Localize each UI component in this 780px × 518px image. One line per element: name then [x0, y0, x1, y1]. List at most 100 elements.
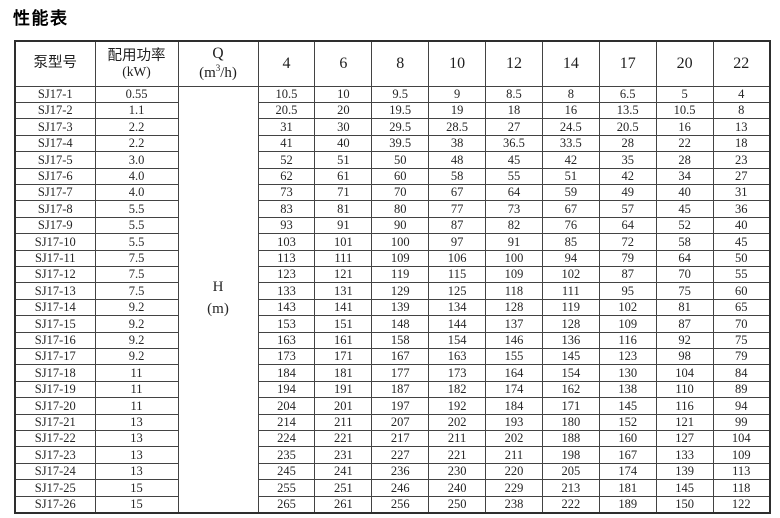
col-header-power: 配用功率 (kW) — [94, 40, 179, 87]
head-value-cell: 104 — [655, 364, 714, 382]
head-value-cell: 8 — [541, 85, 600, 103]
head-value-cell: 109 — [485, 265, 543, 284]
head-value-cell: 6.5 — [598, 85, 657, 103]
head-value-cell: 137 — [485, 315, 543, 333]
head-value-cell: 141 — [314, 298, 373, 317]
head-value-cell: 111 — [541, 282, 600, 300]
head-value-cell: 13.5 — [598, 101, 657, 120]
head-value-cell: 10.5 — [257, 85, 316, 103]
head-value-cell: 245 — [257, 462, 316, 481]
head-value-cell: 211 — [485, 446, 543, 464]
head-value-cell: 227 — [371, 446, 430, 464]
head-value-cell: 49 — [598, 183, 657, 202]
head-value-cell: 230 — [428, 462, 486, 481]
model-cell: SJ17-22 — [14, 430, 96, 448]
head-value-cell: 222 — [541, 495, 600, 514]
head-value-cell: 27 — [712, 167, 771, 185]
head-value-cell: 119 — [371, 265, 430, 284]
head-value-cell: 207 — [371, 413, 430, 432]
model-cell: SJ17-12 — [14, 265, 96, 284]
head-value-cell: 10 — [314, 85, 373, 103]
head-value-cell: 164 — [485, 364, 543, 382]
head-value-cell: 36 — [712, 200, 771, 218]
head-value-cell: 182 — [428, 380, 486, 399]
head-value-cell: 77 — [428, 200, 486, 218]
model-cell: SJ17-2 — [14, 101, 96, 120]
model-cell: SJ17-17 — [14, 347, 96, 366]
head-value-cell: 119 — [541, 298, 600, 317]
power-cell: 3.0 — [94, 151, 179, 169]
table-row: SJ17-5 3.0 52 51 50 48 45 42 35 28 23 — [14, 151, 771, 169]
head-value-cell: 19.5 — [371, 101, 430, 120]
head-value-cell: 129 — [371, 282, 430, 300]
head-value-cell: 40 — [314, 134, 373, 153]
performance-table: 泵型号 配用功率 (kW) Q (m3/h) 4 6 8 10 12 14 17 20 22 S… — [14, 40, 771, 514]
model-cell: SJ17-9 — [14, 216, 96, 235]
head-value-cell: 171 — [541, 397, 600, 415]
head-value-cell: 97 — [428, 233, 486, 251]
table-row: SJ17-15 9.2 153 151 148 144 137 128 109 87 70 — [14, 315, 771, 333]
head-value-cell: 35 — [598, 151, 657, 169]
head-value-cell: 104 — [712, 430, 771, 448]
head-value-cell: 255 — [257, 479, 316, 497]
table-row: SJ17-12 7.5 123 121 119 115 109 102 87 70 55 — [14, 265, 771, 284]
table-row: SJ17-3 2.2 31 30 29.5 28.5 27 24.5 20.5 16 13 — [14, 118, 771, 136]
head-value-cell: 231 — [314, 446, 373, 464]
head-value-cell: 134 — [428, 298, 486, 317]
head-value-cell: 82 — [485, 216, 543, 235]
head-value-cell: 70 — [712, 315, 771, 333]
head-value-cell: 79 — [712, 347, 771, 366]
power-cell: 15 — [94, 495, 179, 514]
header-row: 泵型号 配用功率 (kW) Q (m3/h) 4 6 8 10 12 14 17 20 22 — [14, 40, 771, 87]
head-value-cell: 58 — [655, 233, 714, 251]
flow-symbol: Q — [212, 45, 224, 63]
power-cell: 5.5 — [94, 216, 179, 235]
head-value-cell: 145 — [598, 397, 657, 415]
head-value-cell: 110 — [655, 380, 714, 399]
head-value-cell: 94 — [541, 249, 600, 267]
model-cell: SJ17-21 — [14, 413, 96, 432]
head-value-cell: 27 — [485, 118, 543, 136]
head-value-cell: 59 — [541, 183, 600, 202]
head-value-cell: 28 — [655, 151, 714, 169]
model-cell: SJ17-6 — [14, 167, 96, 185]
head-value-cell: 103 — [257, 233, 316, 251]
head-value-cell: 138 — [598, 380, 657, 399]
head-value-cell: 198 — [541, 446, 600, 464]
head-value-cell: 36.5 — [485, 134, 543, 153]
power-cell: 2.2 — [94, 118, 179, 136]
table-row: SJ17-10 5.5 103 101 100 97 91 85 72 58 45 — [14, 233, 771, 251]
head-value-cell: 91 — [485, 233, 543, 251]
head-label-unit: (m) — [207, 301, 229, 318]
head-value-cell: 241 — [314, 462, 373, 481]
head-value-cell: 101 — [314, 233, 373, 251]
table-row: SJ17-13 7.5 133 131 129 125 118 111 95 75 60 — [14, 282, 771, 300]
col-header-flow-12: 12 — [485, 40, 543, 87]
power-cell: 4.0 — [94, 167, 179, 185]
head-value-cell: 76 — [541, 216, 600, 235]
head-value-cell: 150 — [655, 495, 714, 514]
power-cell: 13 — [94, 462, 179, 481]
flow-unit: (m3/h) — [199, 63, 237, 82]
head-value-cell: 125 — [428, 282, 486, 300]
head-value-cell: 144 — [428, 315, 486, 333]
model-cell: SJ17-16 — [14, 331, 96, 350]
head-value-cell: 31 — [712, 183, 771, 202]
head-value-cell: 145 — [655, 479, 714, 497]
head-value-cell: 148 — [371, 315, 430, 333]
head-value-cell: 188 — [541, 430, 600, 448]
head-value-cell: 99 — [712, 413, 771, 432]
col-header-flow-22: 22 — [712, 40, 771, 87]
table-row: SJ17-7 4.0 73 71 70 67 64 59 49 40 31 — [14, 183, 771, 202]
head-value-cell: 118 — [712, 479, 771, 497]
table-row: SJ17-20 11 204 201 197 192 184 171 145 116 94 — [14, 397, 771, 415]
head-value-cell: 152 — [598, 413, 657, 432]
head-value-cell: 238 — [485, 495, 543, 514]
head-value-cell: 52 — [257, 151, 316, 169]
table-row: SJ17-16 9.2 163 161 158 154 146 136 116 92 75 — [14, 331, 771, 350]
table-row: SJ17-21 13 214 211 207 202 193 180 152 121 99 — [14, 413, 771, 432]
head-value-cell: 246 — [371, 479, 430, 497]
head-value-cell: 51 — [541, 167, 600, 185]
head-value-cell: 83 — [257, 200, 316, 218]
head-value-cell: 67 — [541, 200, 600, 218]
